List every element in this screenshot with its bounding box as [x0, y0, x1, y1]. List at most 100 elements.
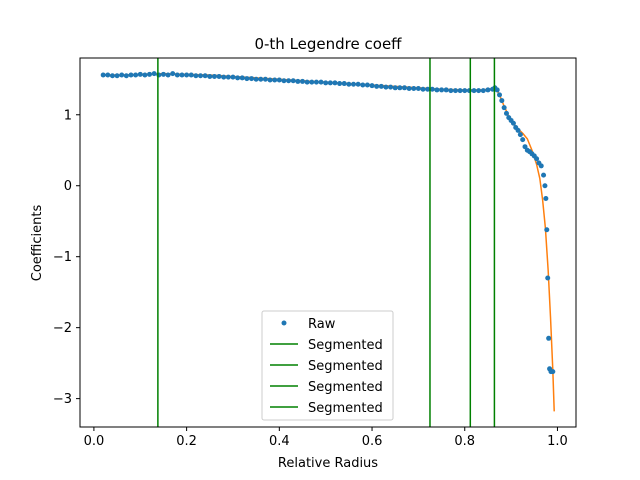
x-axis-label: Relative Radius — [278, 456, 378, 471]
raw-point — [543, 196, 549, 201]
raw-point — [415, 86, 421, 92]
raw-point — [341, 81, 347, 87]
raw-point — [411, 86, 417, 92]
raw-point — [211, 73, 217, 79]
raw-point — [374, 83, 380, 89]
raw-point — [510, 120, 516, 126]
raw-point — [249, 76, 255, 82]
raw-point — [109, 73, 115, 79]
y-tick-label: −2 — [53, 321, 72, 336]
legend-segment-label: Segmented — [308, 401, 383, 416]
raw-point — [198, 73, 204, 79]
raw-point — [244, 76, 250, 82]
raw-point — [276, 77, 282, 83]
raw-point — [406, 86, 412, 92]
raw-point — [286, 78, 292, 84]
y-tick-label: 0 — [64, 179, 72, 194]
raw-point — [383, 84, 389, 90]
raw-point — [207, 73, 213, 79]
raw-point — [476, 88, 482, 94]
legend-box — [261, 310, 394, 421]
raw-point — [360, 82, 366, 88]
raw-point — [388, 84, 394, 90]
raw-point — [151, 71, 157, 77]
raw-point — [337, 81, 343, 87]
x-axis-ticks: 0.0 0.2 0.4 0.6 0.8 1.0 — [84, 427, 568, 449]
raw-point — [448, 88, 454, 94]
legend-raw-marker — [281, 320, 287, 326]
raw-point — [355, 81, 361, 87]
raw-layer — [100, 71, 556, 375]
raw-point — [119, 72, 125, 78]
raw-point — [425, 86, 431, 92]
raw-point — [501, 105, 507, 111]
raw-point — [443, 87, 449, 93]
raw-point — [503, 110, 509, 116]
raw-point — [225, 74, 231, 80]
raw-point — [471, 88, 477, 94]
raw-point — [392, 85, 398, 91]
raw-point — [429, 86, 435, 92]
legend-segment-label: Segmented — [308, 359, 383, 374]
raw-point — [230, 74, 236, 80]
segment-layer — [157, 58, 496, 427]
raw-point — [267, 77, 273, 83]
y-axis-ticks: 1 0 −1 −2 −3 — [53, 108, 80, 407]
raw-point — [364, 82, 370, 88]
chart-title: 0-th Legendre coeff — [254, 35, 402, 53]
raw-point — [262, 76, 268, 82]
raw-point — [499, 98, 505, 104]
raw-point — [401, 85, 407, 91]
raw-point — [253, 76, 259, 82]
raw-point — [550, 369, 556, 375]
raw-point — [295, 78, 301, 84]
raw-point — [546, 335, 552, 341]
raw-point — [137, 71, 143, 77]
raw-point — [420, 86, 426, 92]
raw-point — [258, 76, 264, 82]
raw-point — [105, 72, 111, 78]
raw-point — [170, 71, 176, 77]
y-tick-label: 1 — [64, 108, 72, 123]
raw-point — [165, 72, 171, 78]
raw-point — [439, 87, 445, 93]
raw-point — [544, 227, 550, 233]
raw-point — [323, 80, 329, 86]
raw-point — [452, 88, 458, 94]
raw-point — [462, 88, 468, 94]
raw-point — [156, 72, 162, 78]
raw-point — [179, 72, 185, 78]
raw-point — [327, 80, 333, 86]
y-axis-label: Coefficients — [30, 205, 45, 282]
raw-point — [193, 73, 199, 79]
raw-point — [541, 172, 547, 178]
raw-point — [239, 75, 245, 81]
raw-point — [542, 183, 548, 189]
raw-point — [313, 79, 319, 85]
raw-point — [332, 80, 338, 86]
raw-point — [480, 88, 486, 94]
x-tick-label: 0.8 — [454, 434, 475, 449]
raw-point — [378, 83, 384, 89]
raw-point — [174, 72, 180, 78]
legend-segment-label: Segmented — [308, 338, 383, 353]
raw-point — [147, 71, 153, 77]
raw-point — [369, 83, 375, 89]
raw-point — [160, 71, 166, 77]
raw-point — [457, 88, 463, 94]
raw-point — [466, 88, 472, 94]
raw-point — [128, 72, 134, 78]
raw-point — [520, 137, 526, 143]
raw-point — [346, 81, 352, 87]
raw-point — [304, 79, 310, 85]
x-tick-label: 0.4 — [269, 434, 290, 449]
plot-frame — [79, 57, 577, 428]
raw-point — [216, 73, 222, 79]
y-tick-label: −1 — [53, 250, 72, 265]
raw-point — [235, 75, 241, 81]
raw-point — [202, 73, 208, 79]
raw-point — [221, 74, 227, 80]
raw-point — [545, 275, 551, 281]
raw-point — [188, 72, 194, 78]
